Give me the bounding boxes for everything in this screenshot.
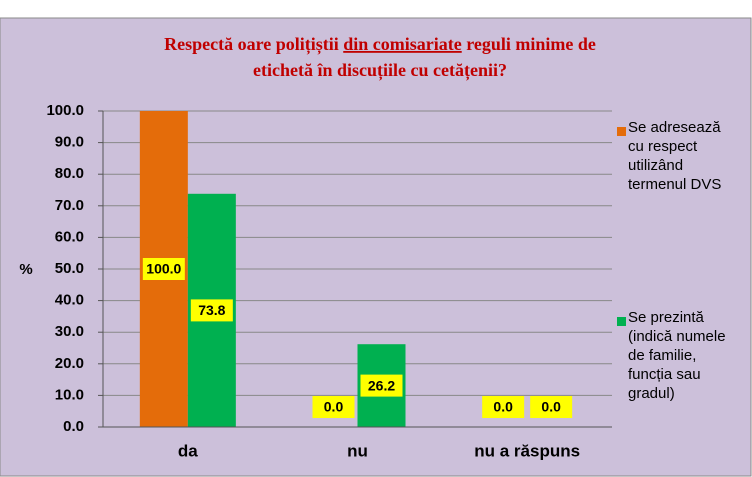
y-tick-label: 70.0: [55, 197, 84, 214]
title-part: Respectă oare polițiștii: [164, 34, 343, 55]
title-part: reguli minime de: [462, 34, 596, 54]
value-label-box: [360, 374, 403, 397]
value-label: 0.0: [493, 399, 513, 415]
value-label: 0.0: [324, 399, 344, 415]
title-part: din comisariate: [343, 34, 462, 54]
value-label-box: [190, 299, 233, 322]
y-tick-label: 0.0: [63, 418, 84, 435]
y-tick-label: 30.0: [55, 323, 84, 340]
y-tick-label: 20.0: [55, 355, 84, 372]
value-label-box: [142, 258, 185, 280]
legend-label: Se prezintă (indică numele de familie, f…: [628, 309, 726, 402]
value-label: 73.8: [198, 302, 225, 318]
value-label-box: [530, 396, 573, 418]
value-label-box: [482, 396, 525, 418]
value-label: 100.0: [146, 261, 181, 277]
value-label-group: 0.0: [530, 396, 573, 418]
x-tick-label: nu a răspuns: [474, 441, 580, 460]
value-label-group: 0.0: [482, 396, 525, 418]
y-tick-label: 90.0: [55, 134, 84, 151]
value-label-group: 0.0: [312, 396, 355, 418]
value-label-box: [312, 396, 355, 418]
legend-swatch: [617, 127, 626, 136]
y-tick-label: 40.0: [55, 292, 84, 309]
y-tick-label: 60.0: [55, 228, 84, 245]
x-tick-label: da: [178, 441, 198, 460]
y-axis-label: %: [19, 261, 32, 278]
value-label-group: 26.2: [360, 374, 403, 397]
chart-title: Respectă oare polițiștii din comisariate…: [164, 34, 596, 55]
value-label: 0.0: [541, 399, 561, 415]
y-tick-label: 100.0: [46, 102, 84, 119]
y-tick-label: 80.0: [55, 165, 84, 182]
legend-swatch: [617, 317, 626, 326]
legend-entry: Se adresează cu respect utilizând termen…: [628, 119, 722, 193]
value-label: 26.2: [368, 377, 395, 393]
value-label-group: 100.0: [142, 258, 185, 280]
x-tick-label: nu: [347, 441, 368, 460]
legend-entry: Se prezintă (indică numele de familie, f…: [628, 309, 726, 402]
y-tick-label: 10.0: [55, 386, 84, 403]
value-label-group: 73.8: [190, 299, 233, 322]
legend-label: Se adresează cu respect utilizând termen…: [628, 119, 722, 193]
chart-title: etichetă în discuțiile cu cetățenii?: [253, 60, 507, 81]
y-tick-label: 50.0: [55, 260, 84, 277]
